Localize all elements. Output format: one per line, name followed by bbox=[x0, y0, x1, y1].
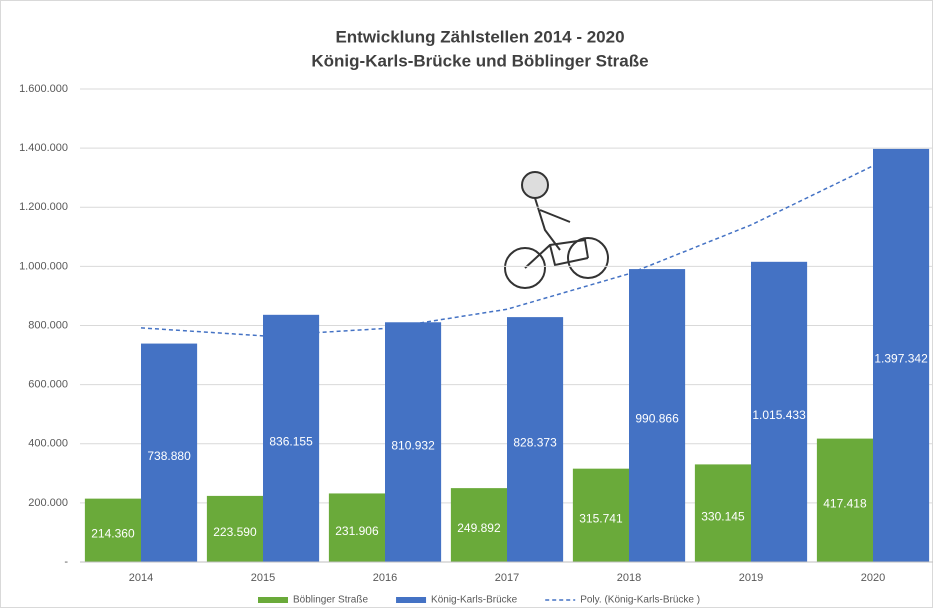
value-label: 223.590 bbox=[213, 525, 257, 539]
y-tick-label: 1.200.000 bbox=[19, 201, 68, 213]
x-tick-label: 2018 bbox=[617, 572, 641, 584]
x-tick-label: 2019 bbox=[739, 572, 763, 584]
page: Entwicklung Zählstellen 2014 - 2020 Köni… bbox=[0, 0, 933, 608]
y-tick-label: 600.000 bbox=[28, 379, 68, 391]
x-tick-label: 2020 bbox=[861, 572, 885, 584]
x-tick-label: 2014 bbox=[129, 572, 153, 584]
x-tick-label: 2016 bbox=[373, 572, 397, 584]
value-label: 810.932 bbox=[391, 438, 435, 452]
y-tick-label: 200.000 bbox=[28, 497, 68, 509]
y-tick-label: 400.000 bbox=[28, 438, 68, 450]
value-label: 214.360 bbox=[91, 526, 135, 540]
value-label: 315.741 bbox=[579, 512, 623, 526]
legend-label: Böblinger Straße bbox=[293, 595, 368, 606]
y-tick-label: 800.000 bbox=[28, 319, 68, 331]
value-label: 828.373 bbox=[513, 436, 557, 450]
chart-subtitle: König-Karls-Brücke und Böblinger Straße bbox=[311, 51, 648, 70]
value-label: 738.880 bbox=[147, 449, 191, 463]
legend-label: Poly. (König-Karls-Brücke ) bbox=[580, 595, 700, 606]
value-label: 330.145 bbox=[701, 509, 745, 523]
x-tick-label: 2015 bbox=[251, 572, 275, 584]
y-tick-label: 1.600.000 bbox=[19, 83, 68, 95]
y-tick-label: 1.000.000 bbox=[19, 260, 68, 272]
value-label: 990.866 bbox=[635, 412, 679, 426]
chart-title: Entwicklung Zählstellen 2014 - 2020 bbox=[335, 27, 624, 46]
value-label: 231.906 bbox=[335, 524, 379, 538]
value-label: 836.155 bbox=[269, 435, 313, 449]
x-tick-label: 2017 bbox=[495, 572, 519, 584]
value-label: 249.892 bbox=[457, 521, 501, 535]
value-label: 1.015.433 bbox=[752, 408, 806, 422]
y-tick-label: 1.400.000 bbox=[19, 142, 68, 154]
legend-swatch bbox=[258, 597, 288, 603]
value-label: 417.418 bbox=[823, 496, 867, 510]
y-tick-label: - bbox=[64, 556, 68, 568]
value-label: 1.397.342 bbox=[874, 352, 928, 366]
legend-swatch bbox=[396, 597, 426, 603]
legend-label: König-Karls-Brücke bbox=[431, 595, 518, 606]
chart: Entwicklung Zählstellen 2014 - 2020 Köni… bbox=[0, 0, 933, 608]
